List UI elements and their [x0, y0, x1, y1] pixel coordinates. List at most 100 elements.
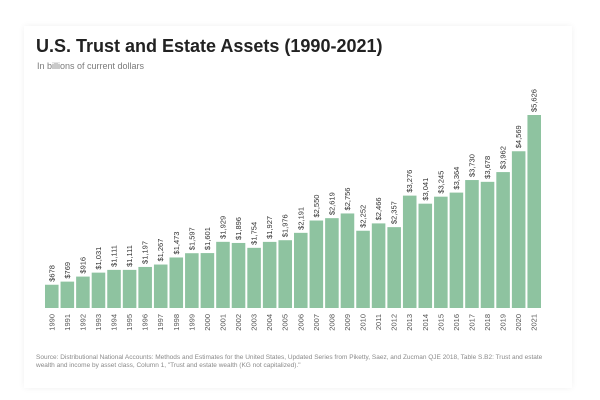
x-tick-label-1996: 1996 — [141, 314, 150, 331]
bar-2011 — [371, 223, 386, 308]
bar-2014 — [418, 203, 433, 308]
bar-2020 — [511, 151, 526, 308]
x-tick-label-2019: 2019 — [499, 314, 508, 331]
data-label-1995: $1,111 — [125, 245, 134, 267]
data-label-2001: $1,929 — [218, 216, 227, 239]
bar-2017 — [465, 180, 479, 308]
x-tick-label-1999: 1999 — [187, 314, 196, 331]
bar-2016 — [449, 192, 464, 308]
bar-2003 — [247, 247, 261, 308]
bar-2018 — [480, 181, 495, 308]
bar-2005 — [278, 240, 292, 308]
data-label-2013: $3,276 — [405, 170, 414, 193]
data-label-1990: $678 — [47, 265, 56, 282]
bar-2015 — [434, 196, 448, 308]
x-tick-label-1997: 1997 — [156, 314, 165, 331]
x-tick-label-2011: 2011 — [374, 314, 383, 330]
data-label-2021: $5,626 — [530, 89, 539, 112]
x-tick-label-2008: 2008 — [327, 314, 336, 331]
bar-2008 — [325, 218, 339, 308]
bar-2002 — [231, 242, 246, 308]
x-tick-label-2016: 2016 — [452, 314, 461, 331]
data-label-2005: $1,976 — [281, 214, 290, 237]
data-label-1997: $1,267 — [156, 239, 165, 262]
data-label-2018: $3,678 — [483, 156, 492, 179]
x-tick-label-2015: 2015 — [436, 314, 445, 331]
data-label-2015: $3,245 — [436, 171, 445, 194]
data-label-1994: $1,111 — [110, 245, 119, 267]
bar-1999 — [185, 253, 199, 308]
bar-2021 — [527, 115, 541, 308]
x-tick-label-2006: 2006 — [296, 314, 305, 331]
bar-1995 — [122, 269, 137, 308]
x-tick-label-2001: 2001 — [218, 314, 227, 331]
x-tick-label-2004: 2004 — [265, 314, 274, 331]
x-tick-label-1993: 1993 — [94, 314, 103, 331]
data-label-1991: $769 — [63, 262, 72, 279]
bar-2009 — [340, 213, 355, 308]
data-label-2014: $3,041 — [421, 178, 430, 201]
bar-2013 — [402, 195, 417, 308]
bar-2019 — [496, 172, 510, 308]
data-label-1992: $916 — [78, 257, 87, 274]
bar-2001 — [216, 241, 230, 308]
x-tick-label-1994: 1994 — [110, 314, 119, 331]
data-label-2012: $2,357 — [390, 201, 399, 224]
bar-1994 — [107, 269, 121, 308]
data-label-1996: $1,197 — [141, 241, 150, 264]
x-tick-label-2007: 2007 — [312, 314, 321, 331]
data-label-2010: $2,252 — [359, 205, 368, 228]
x-tick-label-1992: 1992 — [78, 314, 87, 331]
data-label-2003: $1,754 — [250, 222, 259, 245]
bar-1992 — [76, 276, 90, 308]
x-tick-label-1998: 1998 — [172, 314, 181, 331]
x-tick-label-2020: 2020 — [514, 314, 523, 331]
chart-subtitle: In billions of current dollars — [37, 61, 145, 71]
data-label-1998: $1,473 — [172, 232, 181, 255]
bar-1996 — [138, 266, 152, 308]
chart-card — [24, 26, 572, 388]
data-label-2000: $1,601 — [203, 227, 212, 250]
data-label-2008: $2,619 — [327, 192, 336, 215]
bar-2007 — [309, 220, 324, 308]
data-label-1999: $1,597 — [187, 227, 196, 250]
x-tick-label-2010: 2010 — [359, 314, 368, 331]
x-tick-label-2000: 2000 — [203, 314, 212, 331]
x-tick-label-1995: 1995 — [125, 314, 134, 331]
data-label-2019: $3,962 — [499, 146, 508, 169]
x-tick-label-2018: 2018 — [483, 314, 492, 331]
data-label-2006: $2,191 — [296, 207, 305, 230]
x-tick-label-2021: 2021 — [530, 314, 539, 331]
chart-title: U.S. Trust and Estate Assets (1990-2021) — [36, 36, 383, 56]
bar-2000 — [200, 253, 215, 308]
bar-1998 — [169, 257, 184, 308]
x-tick-label-2003: 2003 — [250, 314, 259, 331]
data-label-2020: $4,569 — [514, 125, 523, 148]
x-tick-label-2002: 2002 — [234, 314, 243, 331]
data-label-2017: $3,730 — [467, 154, 476, 177]
x-tick-label-2012: 2012 — [390, 314, 399, 331]
x-tick-label-2005: 2005 — [281, 314, 290, 331]
x-tick-label-1990: 1990 — [47, 314, 56, 331]
data-label-2004: $1,927 — [265, 216, 274, 239]
x-tick-label-2017: 2017 — [467, 314, 476, 331]
bar-1991 — [60, 281, 75, 308]
data-label-2011: $2,466 — [374, 197, 383, 220]
bar-1993 — [91, 272, 106, 308]
data-label-2016: $3,364 — [452, 167, 461, 190]
x-tick-label-1991: 1991 — [63, 314, 72, 331]
data-label-2007: $2,550 — [312, 195, 321, 218]
data-label-1993: $1,031 — [94, 247, 103, 270]
bar-2006 — [294, 232, 308, 308]
bar-1990 — [45, 284, 59, 308]
bar-1997 — [153, 264, 168, 308]
x-tick-label-2013: 2013 — [405, 314, 414, 331]
bar-2012 — [387, 227, 401, 308]
data-label-2009: $2,756 — [343, 188, 352, 211]
data-label-2002: $1,896 — [234, 217, 243, 240]
x-tick-label-2014: 2014 — [421, 314, 430, 331]
bar-2010 — [356, 230, 370, 308]
x-tick-label-2009: 2009 — [343, 314, 352, 331]
bar-2004 — [262, 241, 277, 308]
